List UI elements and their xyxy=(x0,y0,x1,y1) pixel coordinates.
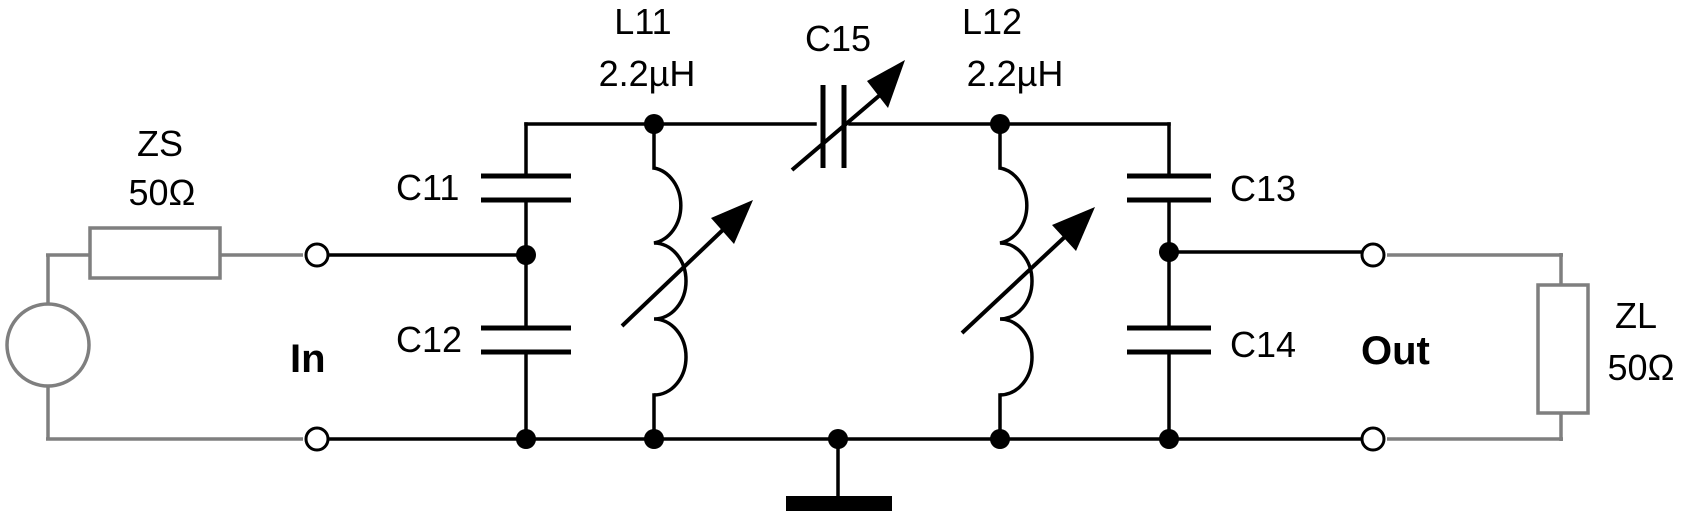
l12-name-label: L12 xyxy=(962,1,1022,42)
junction-dots xyxy=(516,114,1179,449)
capacitor-c13 xyxy=(1127,173,1211,203)
input-label: In xyxy=(290,337,326,381)
c15-label: C15 xyxy=(805,18,871,59)
zs-resistor xyxy=(88,226,222,280)
c11-label: C11 xyxy=(396,167,459,208)
c12-label: C12 xyxy=(396,319,462,360)
zl-value-label: 50Ω xyxy=(1608,347,1675,388)
zl-name-label: ZL xyxy=(1615,295,1657,336)
output-label: Out xyxy=(1361,329,1430,373)
c14-label: C14 xyxy=(1230,324,1296,365)
input-terminals xyxy=(304,242,330,452)
ground-symbol xyxy=(786,496,892,511)
capacitor-c11 xyxy=(481,173,571,203)
zl-resistor xyxy=(1536,283,1590,415)
capacitor-c12 xyxy=(481,325,571,355)
l12-value-label: 2.2µH xyxy=(967,53,1064,94)
l11-name-label: L11 xyxy=(614,1,671,42)
output-terminals xyxy=(1360,242,1386,452)
zs-name-label: ZS xyxy=(137,123,183,164)
variable-inductor-l12 xyxy=(960,166,1095,397)
signal-source-symbol xyxy=(5,302,91,388)
c13-label: C13 xyxy=(1230,168,1296,209)
variable-capacitor-c15 xyxy=(790,60,905,172)
l11-value-label: 2.2µH xyxy=(599,53,696,94)
load-network xyxy=(1387,253,1590,441)
zs-value-label: 50Ω xyxy=(129,172,196,213)
source-network xyxy=(5,226,303,441)
variable-inductor-l11 xyxy=(620,166,753,397)
capacitor-c14 xyxy=(1127,325,1211,355)
